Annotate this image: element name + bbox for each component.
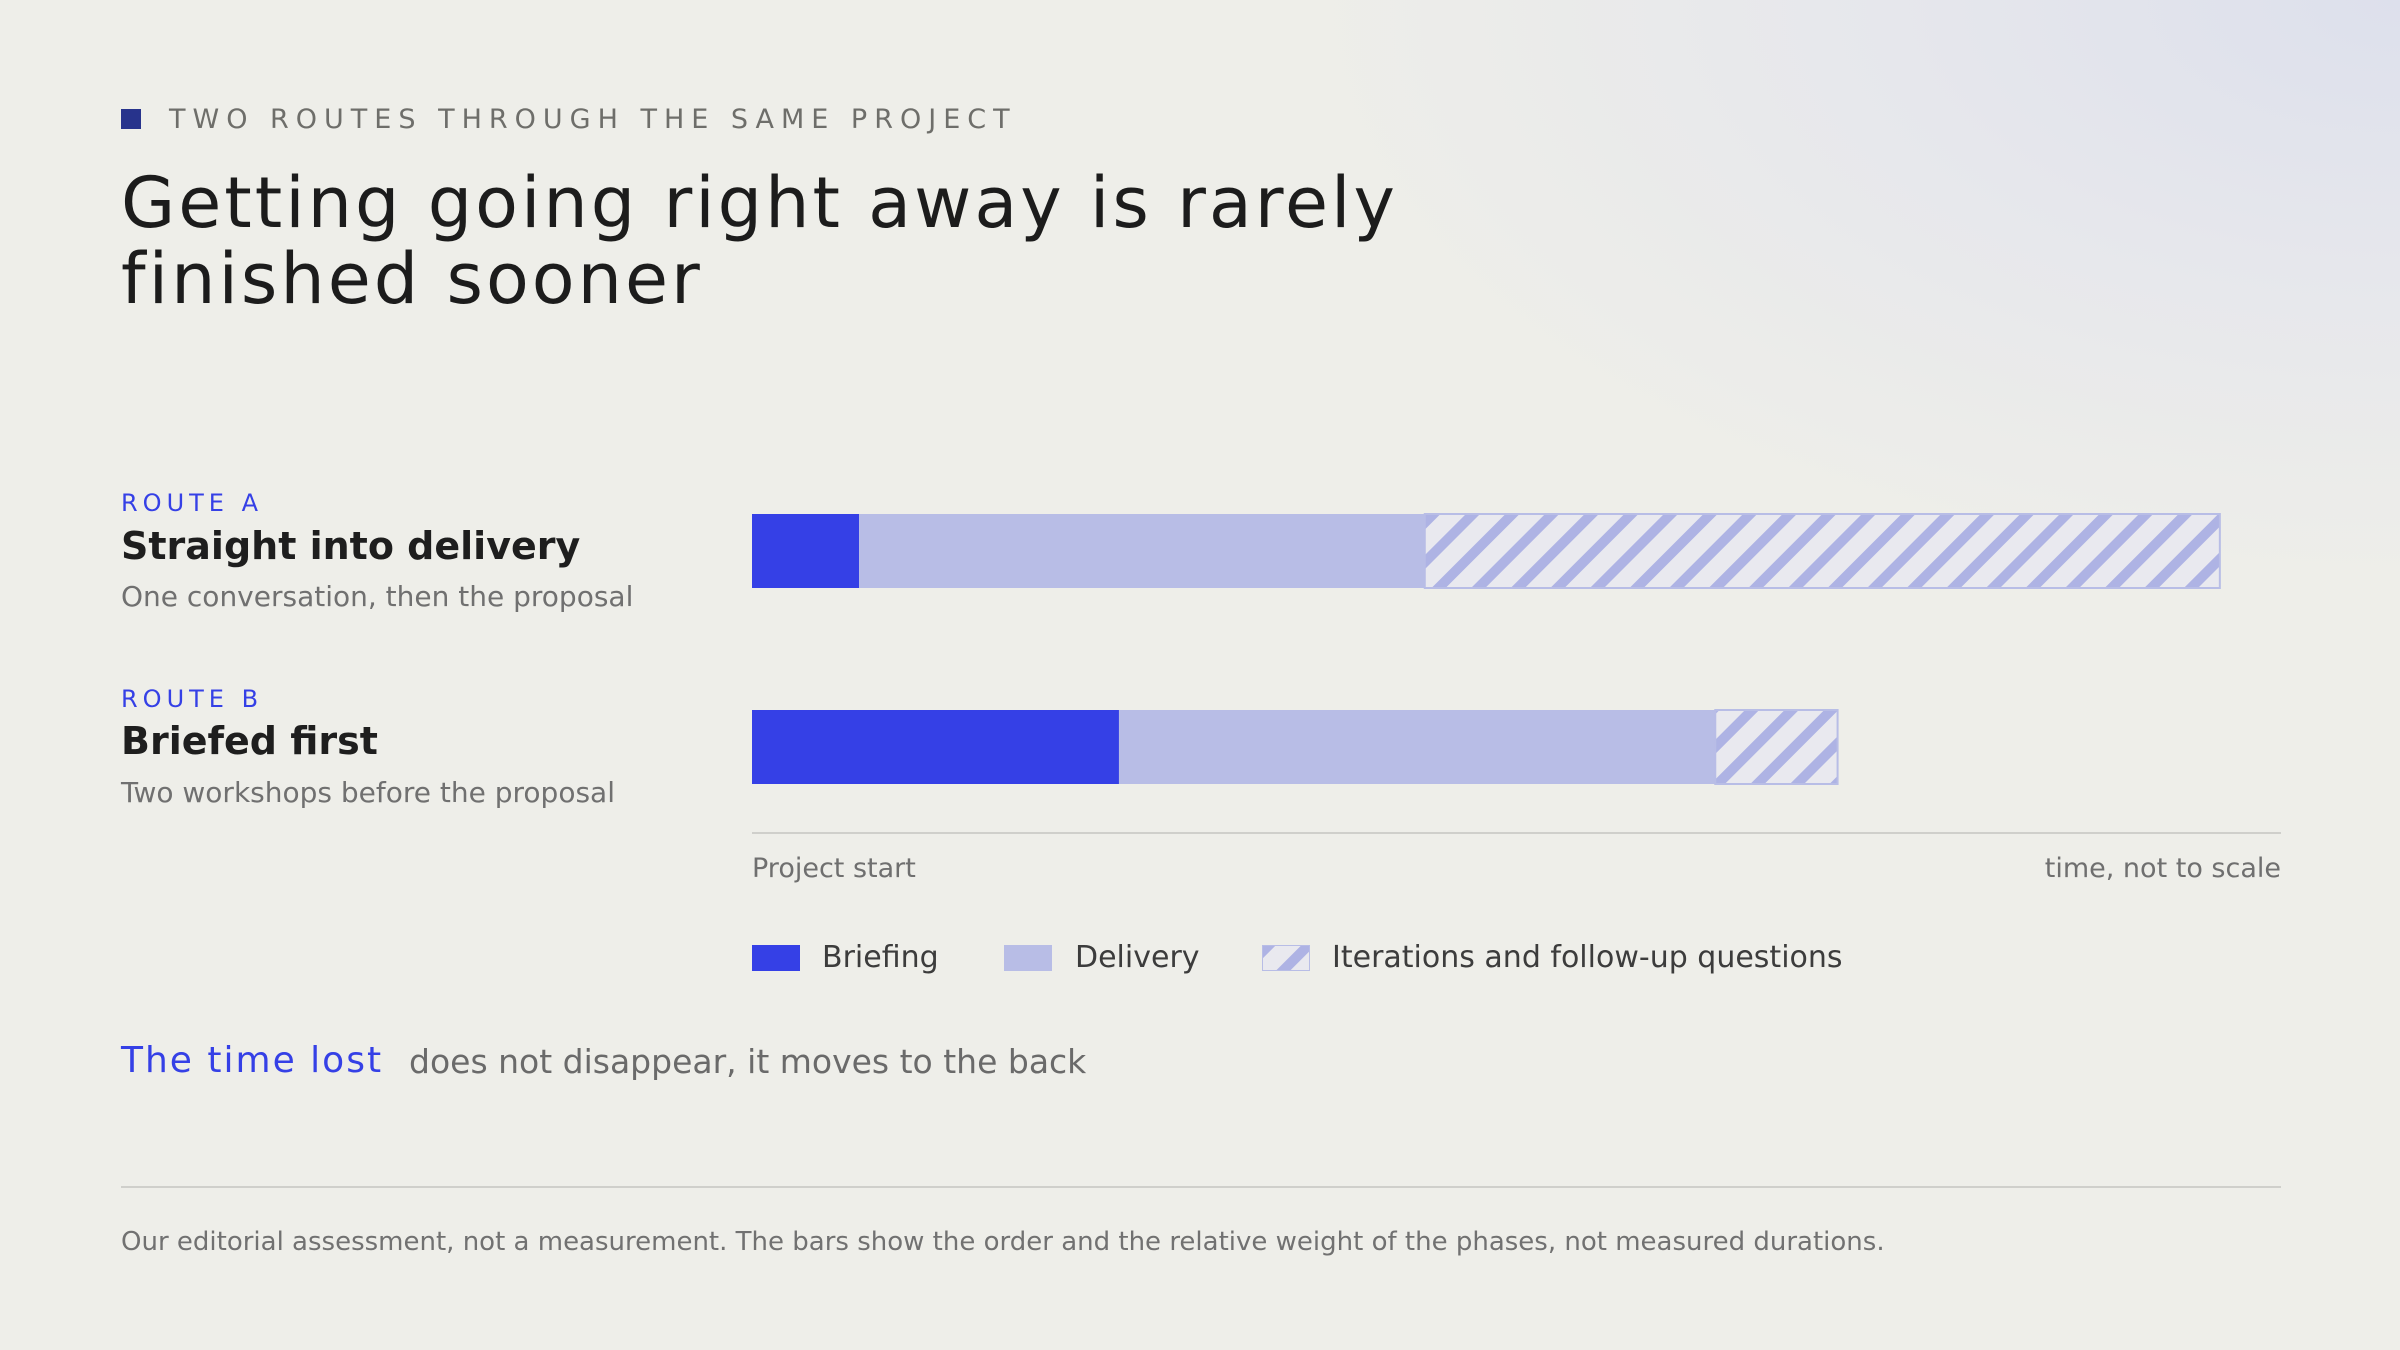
- bar-route-b-iterations: [1714, 709, 1839, 785]
- footer-divider: [121, 1186, 2281, 1188]
- callout-text: does not disappear, it moves to the back: [409, 1042, 1087, 1081]
- route-name-a: Straight into delivery: [121, 524, 581, 568]
- bar-route-a-delivery: [859, 514, 1425, 588]
- eyebrow-square-icon: [121, 109, 141, 129]
- legend-label-delivery: Delivery: [1075, 940, 1200, 975]
- footnote: Our editorial assessment, not a measurem…: [121, 1227, 1885, 1257]
- bar-route-a-briefing: [752, 514, 860, 588]
- route-tag-b: ROUTE B: [121, 685, 264, 713]
- route-name-b: Briefed first: [121, 719, 378, 763]
- route-tag-a: ROUTE A: [121, 489, 264, 517]
- legend-label-briefing: Briefing: [822, 940, 939, 975]
- legend-swatch-briefing: [752, 945, 800, 971]
- bar-route-a-iterations: [1423, 513, 2221, 589]
- eyebrow-label: TWO ROUTES THROUGH THE SAME PROJECT: [169, 104, 1017, 135]
- route-subtitle-b: Two workshops before the proposal: [121, 776, 615, 809]
- legend-label-iterations: Iterations and follow-up questions: [1332, 940, 1843, 975]
- callout-emphasis: The time lost: [121, 1040, 384, 1081]
- axis-start-label: Project start: [752, 853, 916, 884]
- route-subtitle-a: One conversation, then the proposal: [121, 580, 634, 613]
- bar-route-b-briefing: [752, 710, 1119, 784]
- legend-swatch-iterations: [1262, 945, 1310, 971]
- axis-end-label: time, not to scale: [2044, 853, 2281, 884]
- legend-swatch-delivery: [1004, 945, 1052, 971]
- bar-route-b-delivery: [1118, 710, 1716, 784]
- page-title: Getting going right away is rarely finis…: [121, 162, 1398, 320]
